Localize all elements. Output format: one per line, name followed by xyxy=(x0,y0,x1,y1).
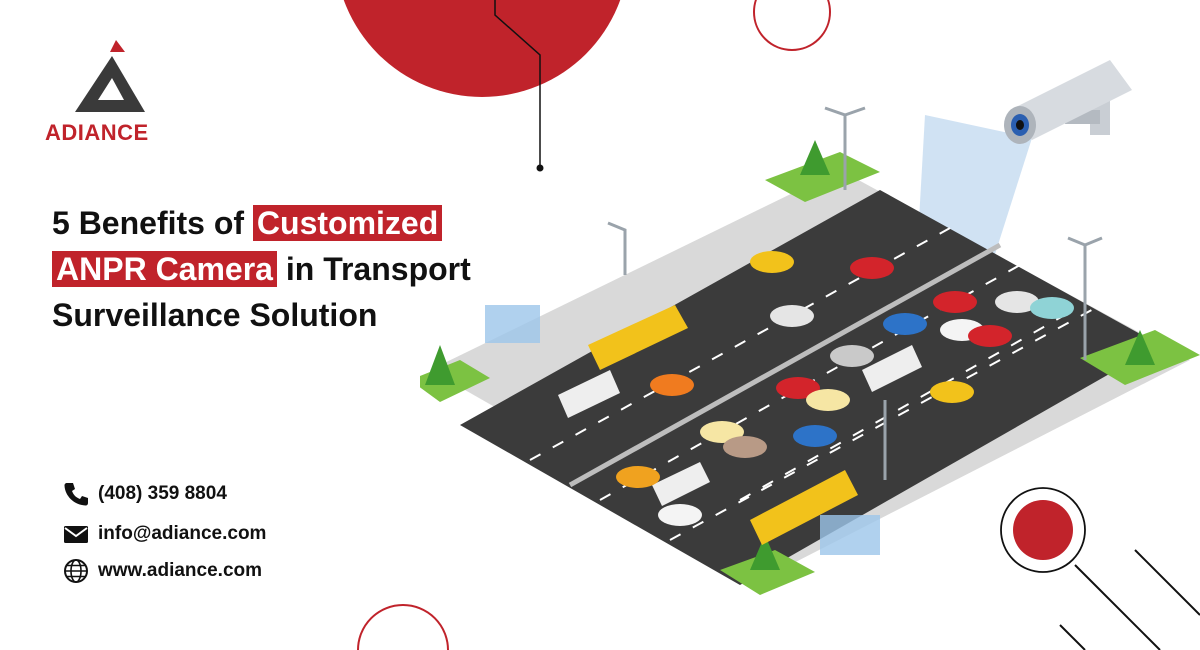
headline-highlight: Customized xyxy=(252,205,443,241)
email-contact[interactable]: info@adiance.com xyxy=(62,520,382,548)
vehicles xyxy=(558,251,1074,545)
website-url[interactable]: www.adiance.com xyxy=(98,560,263,581)
bus-stop xyxy=(820,515,880,555)
connector-dot xyxy=(536,164,544,172)
headline-highlight: ANPR Camera xyxy=(52,251,277,287)
diag-line-3 xyxy=(1059,624,1086,650)
ring-outline xyxy=(1000,487,1086,573)
street-lamps xyxy=(607,106,1103,480)
phone-contact[interactable]: (408) 359 8804 xyxy=(62,480,382,508)
email-address[interactable]: info@adiance.com xyxy=(98,523,267,544)
headline-text: in Transport xyxy=(276,251,471,287)
phone-icon xyxy=(64,483,88,506)
globe-icon xyxy=(64,559,88,583)
cctv-camera-icon xyxy=(1004,60,1132,144)
logo[interactable]: ADIANCE xyxy=(40,38,180,148)
envelope-icon xyxy=(64,526,88,543)
ring-red-dot xyxy=(1013,500,1073,560)
median-barrier xyxy=(568,242,1002,488)
connector-line xyxy=(494,0,541,168)
bus-stop xyxy=(485,305,540,343)
headline-line-2: ANPR Camera in Transport xyxy=(52,246,552,292)
top-red-circle xyxy=(343,0,621,97)
phone-number[interactable]: (408) 359 8804 xyxy=(98,483,227,504)
diag-line-2 xyxy=(1134,549,1200,616)
trees xyxy=(425,140,1155,570)
headline-line-1: 5 Benefits of Customized xyxy=(52,200,552,246)
bottom-ring xyxy=(357,604,449,650)
road-scene-illustration xyxy=(420,60,1200,595)
headline-line-3: Surveillance Solution xyxy=(52,297,378,333)
logo-text: ADIANCE xyxy=(45,120,149,145)
headline-text: 5 Benefits of xyxy=(52,205,253,241)
headline: 5 Benefits of Customized ANPR Camera in … xyxy=(52,200,552,338)
top-ring xyxy=(753,0,831,51)
logo-mark-icon xyxy=(75,40,145,112)
website-contact[interactable]: www.adiance.com xyxy=(62,557,382,585)
diag-line-1 xyxy=(1074,564,1161,650)
